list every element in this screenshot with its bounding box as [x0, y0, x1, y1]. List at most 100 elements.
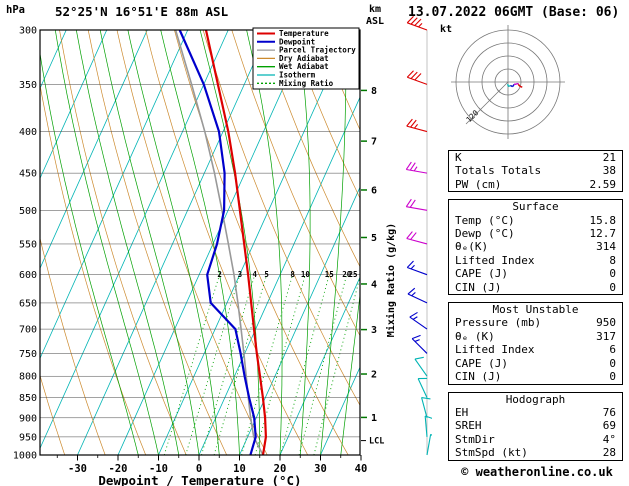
legend-item-label: Dry Adiabat	[279, 54, 329, 63]
svg-text:0: 0	[196, 463, 202, 475]
svg-text:10: 10	[301, 270, 311, 279]
svg-text:40: 40	[355, 463, 368, 475]
stat-row: CAPE (J) 0	[449, 357, 622, 370]
svg-text:30: 30	[314, 463, 327, 475]
stats-section-title: Hodograph	[505, 392, 566, 406]
svg-text:650: 650	[19, 298, 37, 309]
stat-value: 314	[596, 240, 616, 254]
svg-text:5: 5	[371, 233, 377, 244]
svg-text:8: 8	[371, 86, 377, 97]
svg-text:7: 7	[371, 137, 377, 148]
stat-value: 69	[602, 419, 616, 433]
stat-value: 28	[602, 446, 616, 460]
hodograph-rings	[451, 25, 565, 139]
stat-label: CAPE (J)	[455, 356, 508, 370]
svg-text:850: 850	[19, 393, 37, 404]
stat-label: Lifted Index	[455, 253, 535, 267]
svg-text:-20: -20	[109, 463, 128, 475]
svg-text:3: 3	[238, 270, 243, 279]
pressure-gridlines	[40, 30, 360, 455]
legend-item-label: Mixing Ratio	[279, 79, 334, 88]
stat-row: PW (cm) 2.59	[449, 178, 622, 191]
stat-value: 950	[596, 316, 616, 330]
stat-label: SREH	[455, 419, 482, 433]
svg-text:4: 4	[253, 270, 258, 279]
stat-row: StmDir 4°	[449, 433, 622, 446]
hodograph-unit-label: kt	[440, 24, 452, 35]
svg-text:20: 20	[342, 270, 352, 279]
stat-label: K	[455, 151, 462, 164]
stat-label: Lifted Index	[455, 343, 535, 357]
plot-area	[40, 30, 360, 455]
plot-border	[39, 29, 361, 456]
wind-barb	[426, 433, 432, 456]
svg-text:300: 300	[19, 26, 37, 37]
stat-label: θₑ (K)	[455, 329, 495, 343]
stat-row: Dewp (°C) 12.7	[449, 227, 622, 240]
stat-value: 0	[609, 267, 616, 281]
svg-text:550: 550	[19, 239, 37, 250]
legend-item-label: Parcel Trajectory	[279, 46, 356, 55]
stat-row: Lifted Index 6	[449, 343, 622, 356]
stat-label: CIN (J)	[455, 370, 502, 384]
stats-section-indices: K 21 Totals Totals 38 PW (cm) 2.59	[448, 150, 623, 193]
svg-text:700: 700	[19, 325, 37, 336]
wind-barb	[411, 334, 428, 354]
stats-panel: K 21 Totals Totals 38 PW (cm) 2.59 Surface Temp…	[448, 150, 623, 468]
svg-text:2: 2	[371, 370, 377, 381]
stat-value: 0	[609, 280, 616, 294]
stat-row: CAPE (J) 0	[449, 267, 622, 280]
legend-item-label: Wet Adiabat	[279, 62, 329, 71]
stat-row: CIN (J) 0	[449, 281, 622, 294]
wind-barb	[406, 260, 428, 276]
stat-value: 12.7	[589, 227, 617, 241]
legend-item-label: Dewpoint	[279, 37, 315, 46]
stat-value: 76	[602, 405, 616, 419]
stat-row: Lifted Index 8	[449, 254, 622, 267]
mixing-ratio-lines	[163, 274, 360, 455]
stat-label: Pressure (mb)	[455, 316, 542, 330]
hodograph-trace	[506, 82, 523, 88]
stat-row: Pressure (mb) 950	[449, 316, 622, 329]
copyright: © weatheronline.co.uk	[461, 465, 613, 479]
stat-row: K 21	[449, 151, 622, 164]
stat-label: StmSpd (kt)	[455, 446, 528, 460]
wind-barb	[409, 311, 428, 330]
stat-row: SREH 69	[449, 419, 622, 432]
hodograph: kt 120	[440, 24, 565, 139]
stat-row: CIN (J) 0	[449, 370, 622, 383]
station-title: 52°25'N 16°51'E 88m ASL	[55, 4, 229, 19]
parcel-trajectory-curve	[174, 30, 264, 455]
temperature-axis: -30 -20 -10 0 10 20 30 40	[56, 455, 368, 475]
stats-section-title: Surface	[512, 200, 559, 214]
wind-barb-column	[405, 15, 432, 456]
stat-value: 4°	[602, 432, 616, 446]
legend-item-label: Temperature	[279, 29, 329, 38]
x-axis-label: Dewpoint / Temperature (°C)	[98, 473, 301, 486]
svg-text:10: 10	[233, 463, 246, 475]
stat-label: Temp (°C)	[455, 213, 515, 227]
wind-barb	[406, 15, 428, 31]
wind-barb	[424, 415, 432, 437]
wind-barb	[414, 356, 428, 377]
stat-label: Totals Totals	[455, 164, 542, 178]
mixing-ratio-axis-label: Mixing Ratio (g/kg)	[385, 223, 397, 337]
stat-value: 6	[609, 343, 616, 357]
stat-row: Totals Totals 38	[449, 164, 622, 177]
wind-barb	[421, 396, 431, 418]
wind-barb	[405, 161, 428, 174]
wind-barb	[417, 377, 428, 398]
stat-value: 15.8	[589, 213, 617, 227]
stat-value: 0	[609, 370, 616, 384]
datetime-title: 13.07.2022 06GMT (Base: 06)	[408, 5, 620, 20]
svg-text:500: 500	[19, 206, 37, 217]
stat-row: StmSpd (kt) 28	[449, 446, 622, 459]
temperature-curve	[204, 30, 267, 455]
legend-item-label: Isotherm	[279, 71, 316, 80]
svg-text:4: 4	[371, 279, 377, 290]
svg-text:750: 750	[19, 349, 37, 360]
stat-label: θₑ(K)	[455, 240, 489, 254]
